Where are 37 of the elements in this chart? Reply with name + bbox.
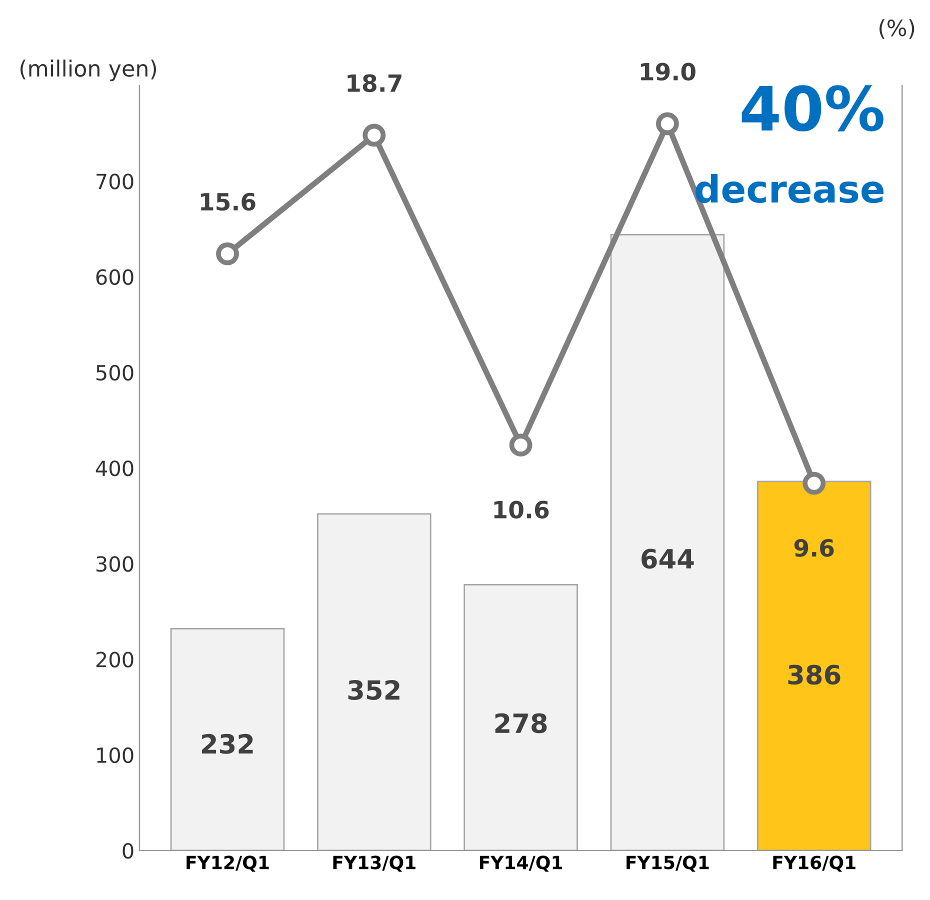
data-label: 644	[642, 548, 694, 569]
data-label: 278	[495, 713, 547, 734]
y-tick-label: 300	[96, 556, 134, 572]
point	[656, 112, 679, 136]
x-tick-label: FY13/Q1	[333, 856, 416, 872]
x-tick-label: FY12/Q1	[186, 856, 269, 872]
data-label: 18.7	[348, 74, 402, 92]
data-label: 15.6	[201, 192, 256, 211]
data-label: 9.6	[794, 538, 834, 557]
data-label: 386	[788, 664, 840, 685]
point	[362, 124, 386, 147]
y-axis-title: (million yen)	[20, 60, 156, 82]
y-tick-label: 400	[96, 460, 134, 476]
bar	[464, 584, 578, 850]
annotation: decrease	[696, 174, 884, 204]
bar	[610, 234, 725, 850]
bar	[170, 628, 285, 850]
point	[509, 434, 532, 457]
bar	[316, 513, 432, 850]
data-label: 10.6	[494, 500, 549, 519]
y-tick-label: 0	[122, 842, 134, 859]
y-tick-label: 600	[96, 269, 134, 285]
x-tick-label: FY14/Q1	[480, 856, 562, 872]
x-tick-label: FY16/Q1	[773, 856, 856, 872]
y-tick-label: 700	[96, 174, 134, 190]
y-tick-label: 100	[97, 747, 134, 764]
x-tick-label: FY15/Q1	[626, 856, 709, 872]
annotation: 40%	[742, 85, 884, 132]
y-tick-label: 500	[96, 364, 134, 381]
data-label: 352	[348, 680, 400, 700]
bar	[756, 480, 872, 850]
point	[802, 472, 826, 495]
data-label: 232	[202, 734, 253, 754]
y-tick-label: 200	[96, 652, 134, 668]
data-label: 19.0	[640, 62, 696, 81]
point	[216, 242, 239, 266]
y2-axis-title: (%)	[880, 19, 914, 39]
